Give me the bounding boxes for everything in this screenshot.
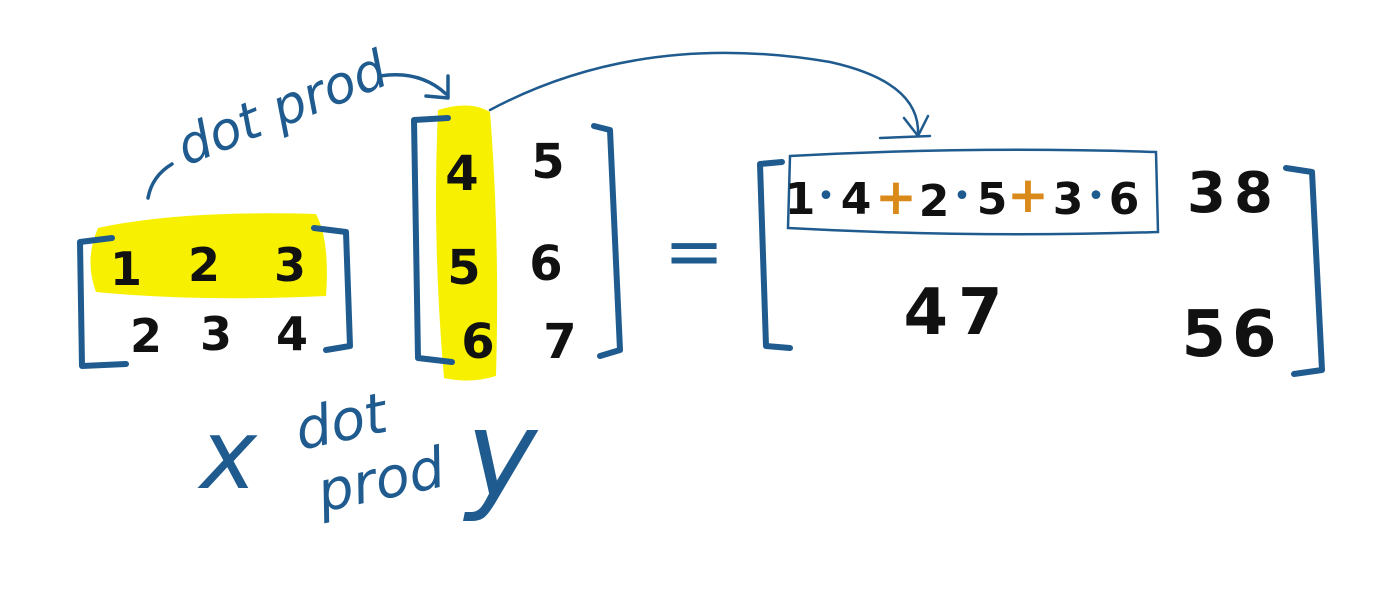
plus-sign: + xyxy=(1007,166,1049,224)
expression-term: 4 xyxy=(841,174,872,225)
annotation-dot-prod: dot prod xyxy=(168,39,396,178)
first-entry-box xyxy=(786,148,1160,236)
matrix-y-entry: 7 xyxy=(543,314,576,370)
matrix-x-entry: 2 xyxy=(188,238,220,292)
connector-curve xyxy=(146,162,174,200)
matrix-x-right-bracket xyxy=(311,225,353,353)
column-highlight xyxy=(436,105,498,381)
arrow-to-column xyxy=(378,73,448,96)
matrix-x-left-bracket xyxy=(77,235,129,369)
matrix-y-entry: 5 xyxy=(531,134,564,190)
matrix-y-right-bracket xyxy=(591,123,623,359)
matrix-x-entry: 4 xyxy=(276,307,308,361)
arrow-to-result xyxy=(488,51,920,136)
result-right-bracket xyxy=(1283,165,1325,377)
plus-sign: + xyxy=(875,168,917,226)
result-entry-r0c1: 38 xyxy=(1187,161,1281,226)
label-y: y xyxy=(463,386,539,525)
expression-term: 6 xyxy=(1109,174,1140,225)
result-entry-r1c1: 56 xyxy=(1181,298,1282,372)
matrix-x-entry: 1 xyxy=(110,242,142,296)
result-entry-r1c0: 47 xyxy=(903,276,1012,350)
label-x: x xyxy=(197,399,258,511)
matrix-y-entry: 6 xyxy=(529,236,562,292)
matrix-y-entry: 6 xyxy=(461,314,494,370)
matrix-y-left-bracket xyxy=(411,115,455,365)
arrow-tail-tick xyxy=(878,134,932,140)
row-highlight xyxy=(90,213,327,299)
multiply-dot: • xyxy=(1087,179,1105,214)
arrow-head-icon xyxy=(424,74,450,100)
result-left-bracket xyxy=(757,159,793,351)
matrix-y-entry: 4 xyxy=(445,146,478,202)
multiply-dot: • xyxy=(817,179,835,214)
expression-term: 2 xyxy=(919,176,950,227)
matrix-x-entry: 3 xyxy=(200,307,232,361)
expression-term: 5 xyxy=(977,174,1008,225)
expression-term: 3 xyxy=(1053,174,1084,225)
multiply-dot: • xyxy=(953,179,971,214)
matrix-y-entry: 5 xyxy=(447,240,480,296)
matrix-x-entry: 3 xyxy=(274,238,306,292)
equals-sign: = xyxy=(664,209,724,293)
expression-term: 1 xyxy=(785,174,816,225)
matrix-x-entry: 2 xyxy=(130,309,162,363)
